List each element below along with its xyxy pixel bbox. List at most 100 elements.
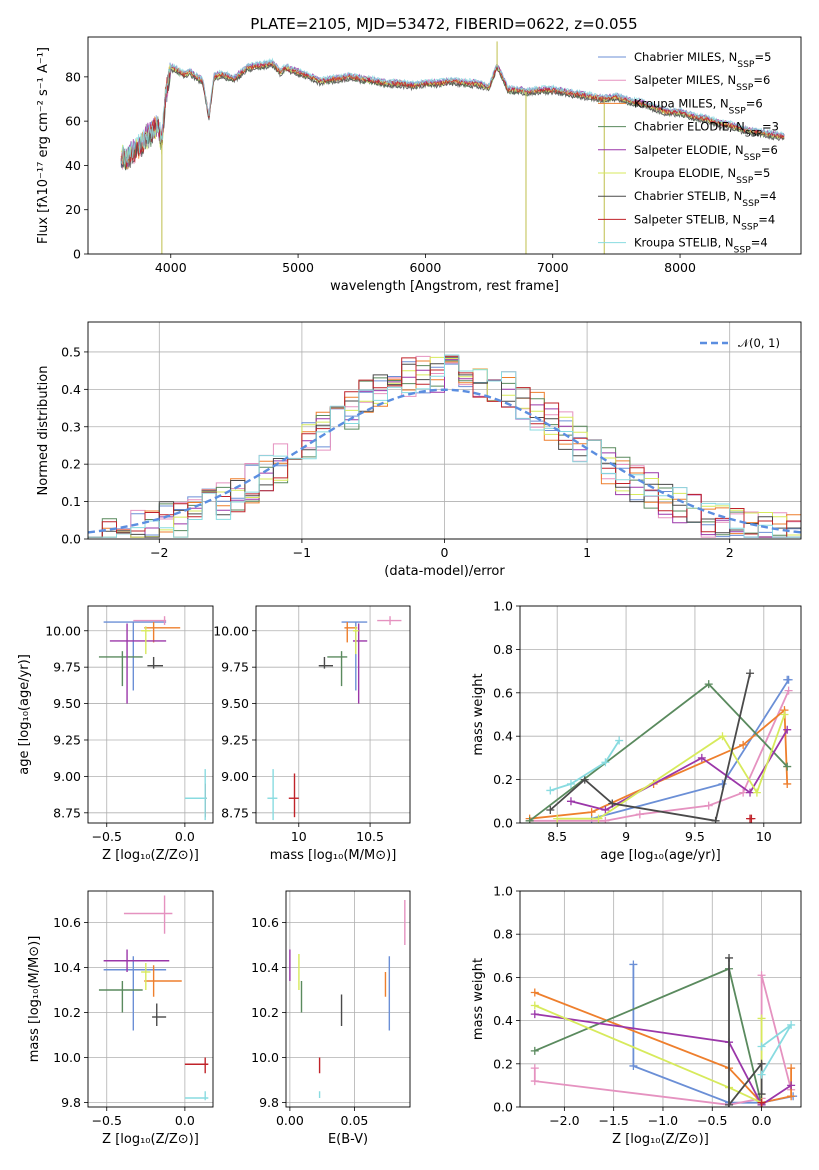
x-tick-label: 10.5 xyxy=(356,829,384,844)
plot-area xyxy=(530,953,798,1107)
mass-weight-marker xyxy=(601,816,610,823)
model-spectrum-line xyxy=(120,61,785,168)
mass-weight-marker xyxy=(594,814,603,823)
mass-weight-marker xyxy=(601,805,610,814)
y-tick-label: 8.75 xyxy=(221,805,249,820)
mass-vs-extinction-panel: 0.00 0.05 9.8 10.0 10.2 10.4 10.6 E(B-V) xyxy=(251,890,411,1147)
mass-weight-marker xyxy=(635,810,644,819)
mass-weight-marker xyxy=(739,740,748,749)
x-tick-label: −1.0 xyxy=(648,1113,678,1128)
mass-weight-marker xyxy=(757,1042,766,1051)
x-axis-label: mass [log₁₀(M/M⊙)] xyxy=(270,848,397,863)
mass-weight-marker xyxy=(566,797,575,806)
mass-weight-marker xyxy=(757,1070,766,1079)
mass-weight-marker xyxy=(757,1090,766,1099)
mass-weight-marker xyxy=(787,1081,796,1090)
mass-weight-marker xyxy=(718,732,727,741)
y-tick-label: 9.50 xyxy=(53,696,81,711)
y-tick-label: 10.0 xyxy=(53,1050,81,1065)
y-tick-label: 1.0 xyxy=(493,884,513,899)
legend-label: Chabrier ELODIE, NSSP=3 xyxy=(634,120,779,140)
y-tick-label: 9.8 xyxy=(259,1095,279,1110)
x-tick-label: −0.5 xyxy=(697,1113,727,1128)
y-tick-label: 0.6 xyxy=(493,685,513,700)
mass-weight-marker xyxy=(783,762,792,771)
model-spectrum-line xyxy=(120,63,785,171)
mass-weight-marker xyxy=(530,1001,539,1010)
x-tick-label: −0.5 xyxy=(92,829,122,844)
y-tick-label: 0.6 xyxy=(493,970,513,985)
mass-weight-marker xyxy=(530,1077,539,1086)
x-tick-label: 0.00 xyxy=(276,1113,304,1128)
mass-weight-marker xyxy=(629,1061,638,1070)
x-tick-label: 10 xyxy=(291,829,307,844)
mass-weight-marker xyxy=(757,1059,766,1068)
legend-label: Kroupa MILES, NSSP=6 xyxy=(634,96,763,116)
y-tick-label: 0.8 xyxy=(493,642,513,657)
mass-weight-marker xyxy=(787,1020,796,1029)
y-tick-label: 10.0 xyxy=(251,1050,279,1065)
axes-frame xyxy=(87,605,214,824)
weight-vs-metallicity-panel: −2.0 −1.5 −1.0 −0.5 0.0 0.0 0.2 0.4 0.6 0.8 1.0 Z [… xyxy=(471,884,802,1147)
mass-weight-marker xyxy=(587,808,596,817)
mass-weight-marker xyxy=(784,686,793,695)
axes-frame xyxy=(519,605,802,824)
y-tick-label: 0.0 xyxy=(493,816,513,831)
mass-weight-line xyxy=(557,714,786,820)
x-tick-label: 6000 xyxy=(409,260,441,275)
x-axis-label: E(B-V) xyxy=(328,1132,368,1147)
mass-weight-marker xyxy=(747,814,756,823)
legend-label: Chabrier STELIB, NSSP=4 xyxy=(634,189,776,209)
y-tick-label: 0.0 xyxy=(493,1100,513,1115)
y-tick-label: 9.50 xyxy=(221,696,249,711)
mass-weight-marker xyxy=(530,1046,539,1055)
mass-weight-marker xyxy=(546,786,555,795)
mass-weight-marker xyxy=(629,960,638,969)
plot-area xyxy=(98,616,207,821)
x-tick-label: −1 xyxy=(293,545,311,560)
plot-area xyxy=(88,354,801,538)
mass-vs-metallicity-panel: −0.5 0.0 9.8 10.0 10.2 10.4 10.6 Z [log₁₀(Z/Z⊙)… xyxy=(27,890,214,1147)
mass-weight-marker xyxy=(566,779,575,788)
x-tick-label: 0.05 xyxy=(341,1113,369,1128)
x-tick-label: 2 xyxy=(726,545,734,560)
y-axis-label: age [log₁₀(age/yr)] xyxy=(17,654,32,775)
x-axis-label: Z [log₁₀(Z/Z⊙)] xyxy=(612,1132,709,1147)
y-tick-label: 20 xyxy=(65,202,81,217)
y-tick-label: 0.4 xyxy=(493,729,513,744)
chart-title: PLATE=2105, MJD=53472, FIBERID=0622, z=0… xyxy=(250,15,637,33)
mass-weight-line xyxy=(632,964,794,1104)
x-tick-label: 0.0 xyxy=(752,1113,772,1128)
y-tick-label: 0.8 xyxy=(493,927,513,942)
y-tick-label: 9.25 xyxy=(221,732,249,747)
y-tick-label: 10.00 xyxy=(213,623,249,638)
y-tick-label: 0.2 xyxy=(493,772,513,787)
legend-label: Chabrier MILES, NSSP=5 xyxy=(634,50,771,70)
legend-label: Kroupa ELODIE, NSSP=5 xyxy=(634,166,770,186)
x-tick-label: 7000 xyxy=(537,260,569,275)
legend-label: Kroupa STELIB, NSSP=4 xyxy=(634,236,768,256)
x-tick-label: −1.5 xyxy=(598,1113,628,1128)
mass-weight-marker xyxy=(553,814,562,823)
mass-weight-marker xyxy=(746,669,755,678)
mass-weight-marker xyxy=(783,779,792,788)
plot-area xyxy=(289,900,406,1098)
mass-weight-line xyxy=(534,1013,792,1107)
mass-weight-marker xyxy=(757,1098,766,1107)
x-axis-label: Z [log₁₀(Z/Z⊙)] xyxy=(102,1132,199,1147)
mass-weight-line xyxy=(529,708,789,820)
model-spectrum-line xyxy=(120,57,785,165)
legend-label: Salpeter MILES, NSSP=6 xyxy=(634,73,770,93)
axes-frame xyxy=(519,890,802,1108)
y-tick-label: 9.00 xyxy=(53,769,81,784)
mass-weight-marker xyxy=(546,805,555,814)
mass-weight-marker xyxy=(615,736,624,745)
mass-weight-marker xyxy=(704,801,713,810)
x-tick-label: 0.0 xyxy=(175,1113,195,1128)
mass-weight-marker xyxy=(787,1064,796,1073)
y-tick-label: 8.75 xyxy=(53,805,81,820)
mass-weight-marker xyxy=(530,1064,539,1073)
legend-label: Salpeter ELODIE, NSSP=6 xyxy=(634,143,778,163)
y-tick-label: 9.75 xyxy=(221,660,249,675)
y-tick-label: 0.3 xyxy=(61,419,81,434)
